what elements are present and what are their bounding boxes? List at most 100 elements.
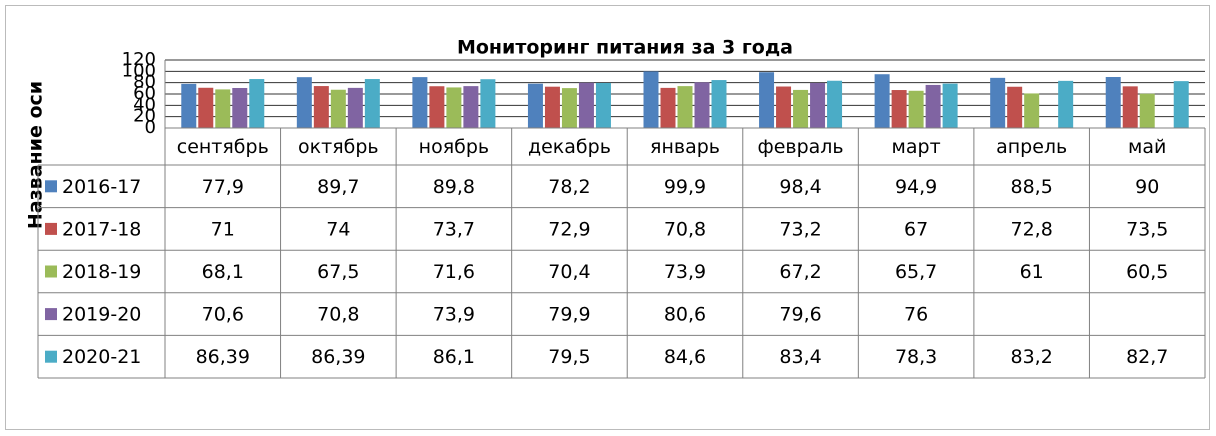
table-cell: 89,7 <box>317 176 359 198</box>
chart-title: Мониторинг питания за 3 года <box>457 37 793 59</box>
bar <box>527 83 543 128</box>
table-cell: 80,6 <box>664 304 706 326</box>
bar <box>544 86 560 128</box>
table-cell: 79,9 <box>548 304 590 326</box>
y-axis-title: Название оси <box>25 81 47 229</box>
bar <box>561 88 577 128</box>
y-tick-label: 60 <box>133 83 156 104</box>
y-tick-label: 120 <box>122 49 156 70</box>
bar <box>1122 86 1138 128</box>
table-cell: 71,6 <box>433 261 475 283</box>
table-cell: 86,39 <box>311 346 365 368</box>
bar <box>232 87 248 128</box>
legend-label: 2020-21 <box>62 346 141 368</box>
chart-border <box>5 5 1210 430</box>
table-cell: 67,5 <box>317 261 359 283</box>
y-tick-label: 40 <box>133 94 156 115</box>
x-tick-label: декабрь <box>528 136 611 158</box>
table-cell: 88,5 <box>1011 176 1053 198</box>
table-cell: 73,9 <box>664 261 706 283</box>
table-cell: 70,8 <box>664 218 706 240</box>
bar <box>181 83 197 128</box>
bar <box>1058 80 1074 128</box>
bar <box>660 87 676 128</box>
table-cell: 73,9 <box>433 304 475 326</box>
x-tick-label: ноябрь <box>419 136 489 158</box>
bar <box>694 82 710 128</box>
bar <box>1007 86 1023 128</box>
bar <box>330 89 346 128</box>
bar <box>578 82 594 128</box>
bar <box>891 90 907 128</box>
legend-label: 2019-20 <box>62 304 141 326</box>
y-tick-label: 80 <box>133 72 156 93</box>
table-cell: 83,4 <box>779 346 821 368</box>
table-cell: 79,5 <box>548 346 590 368</box>
table-cell: 73,2 <box>779 218 821 240</box>
bar <box>1024 93 1040 128</box>
table-cell: 67 <box>904 218 928 240</box>
bar <box>480 79 496 128</box>
bar <box>313 86 329 128</box>
table-cell: 73,5 <box>1126 218 1168 240</box>
bar <box>296 77 312 128</box>
bar <box>711 80 727 128</box>
bar <box>1139 93 1155 128</box>
table-cell: 86,39 <box>196 346 250 368</box>
table-cell: 99,9 <box>664 176 706 198</box>
table-cell: 90 <box>1135 176 1159 198</box>
table-cell: 89,8 <box>433 176 475 198</box>
bar <box>793 89 809 128</box>
bar <box>249 79 265 128</box>
legend-key <box>45 222 57 235</box>
table-cell: 72,9 <box>548 218 590 240</box>
table-cell: 77,9 <box>202 176 244 198</box>
legend-label: 2017-18 <box>62 218 141 240</box>
table-cell: 61 <box>1020 261 1044 283</box>
y-tick-label: 100 <box>122 60 156 81</box>
table-cell: 83,2 <box>1011 346 1053 368</box>
bar <box>643 71 659 128</box>
bar <box>595 82 611 128</box>
table-cell: 65,7 <box>895 261 937 283</box>
bar <box>1173 81 1189 128</box>
bar <box>446 87 462 128</box>
bar <box>412 77 428 128</box>
bar <box>1105 77 1121 128</box>
bar <box>810 82 826 128</box>
x-tick-label: март <box>892 136 941 158</box>
x-tick-label: май <box>1128 136 1166 158</box>
table-cell: 72,8 <box>1011 218 1053 240</box>
legend-label: 2016-17 <box>62 176 141 198</box>
table-cell: 79,6 <box>779 304 821 326</box>
bar <box>827 80 843 128</box>
y-tick-label: 20 <box>133 106 156 127</box>
bar <box>364 79 380 128</box>
table-cell: 76 <box>904 304 928 326</box>
table-cell: 68,1 <box>202 261 244 283</box>
legend-key <box>45 308 57 321</box>
table-cell: 84,6 <box>664 346 706 368</box>
table-cell: 70,8 <box>317 304 359 326</box>
table-cell: 86,1 <box>433 346 475 368</box>
legend-key <box>45 350 57 363</box>
bar <box>198 87 214 128</box>
table-cell: 67,2 <box>779 261 821 283</box>
table-cell: 70,6 <box>202 304 244 326</box>
bar <box>677 86 693 128</box>
table-cell: 74 <box>326 218 350 240</box>
bar <box>908 90 924 128</box>
legend-label: 2018-19 <box>62 261 141 283</box>
table-cell: 78,3 <box>895 346 937 368</box>
legend-key <box>45 180 57 193</box>
legend-key <box>45 265 57 278</box>
table-cell: 94,9 <box>895 176 937 198</box>
x-tick-label: октябрь <box>298 136 379 158</box>
table-cell: 78,2 <box>548 176 590 198</box>
x-tick-label: февраль <box>757 136 843 158</box>
bar <box>429 86 445 128</box>
bar <box>990 77 1006 128</box>
x-tick-label: апрель <box>996 136 1067 158</box>
bar <box>463 86 479 128</box>
